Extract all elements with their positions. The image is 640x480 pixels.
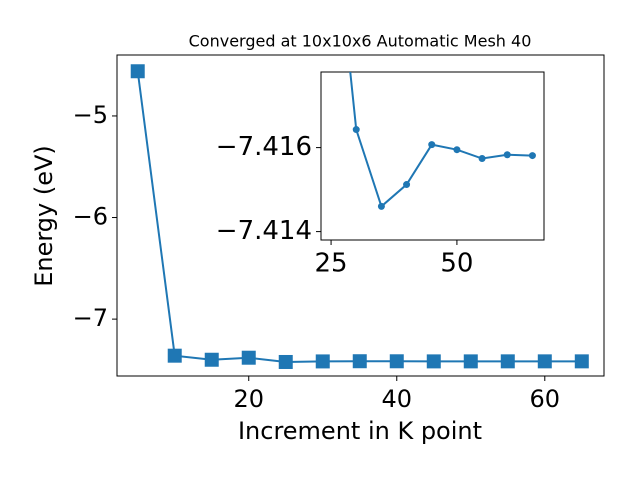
marker bbox=[377, 202, 385, 210]
y-tick-label: −7.414 bbox=[216, 216, 312, 246]
y-tick-label: −7.416 bbox=[216, 132, 312, 162]
plot-content bbox=[349, 72, 536, 210]
y-axis-label: Energy (eV) bbox=[30, 145, 58, 287]
marker bbox=[453, 146, 461, 154]
plot-content bbox=[130, 64, 589, 369]
y-tick-label: −6 bbox=[73, 203, 108, 231]
x-tick-label: 60 bbox=[530, 385, 561, 413]
x-tick-label: 50 bbox=[440, 249, 473, 279]
plot-area bbox=[320, 71, 545, 241]
chart-title: Converged at 10x10x6 Automatic Mesh 40 bbox=[189, 32, 532, 51]
marker bbox=[352, 354, 367, 369]
marker bbox=[428, 141, 436, 149]
marker bbox=[315, 354, 330, 369]
marker bbox=[278, 354, 293, 369]
x-tick-label: 20 bbox=[233, 385, 264, 413]
x-tick-label: 40 bbox=[381, 385, 412, 413]
marker bbox=[130, 64, 145, 79]
marker bbox=[167, 348, 182, 363]
plot-area bbox=[116, 54, 605, 377]
series-line bbox=[136, 71, 582, 363]
marker bbox=[463, 354, 478, 369]
marker bbox=[478, 155, 486, 163]
x-axis-label: Increment in K point bbox=[238, 417, 482, 445]
x-tick-label: 25 bbox=[315, 249, 348, 279]
marker bbox=[500, 354, 515, 369]
marker bbox=[352, 126, 360, 134]
marker bbox=[503, 151, 511, 159]
marker bbox=[537, 354, 552, 369]
marker bbox=[241, 350, 256, 365]
marker bbox=[204, 352, 219, 367]
marker bbox=[574, 354, 589, 369]
marker bbox=[403, 181, 411, 189]
marker bbox=[426, 354, 441, 369]
marker bbox=[389, 354, 404, 369]
y-tick-label: −5 bbox=[73, 101, 108, 129]
marker bbox=[528, 152, 536, 160]
y-tick-label: −7 bbox=[73, 304, 108, 332]
